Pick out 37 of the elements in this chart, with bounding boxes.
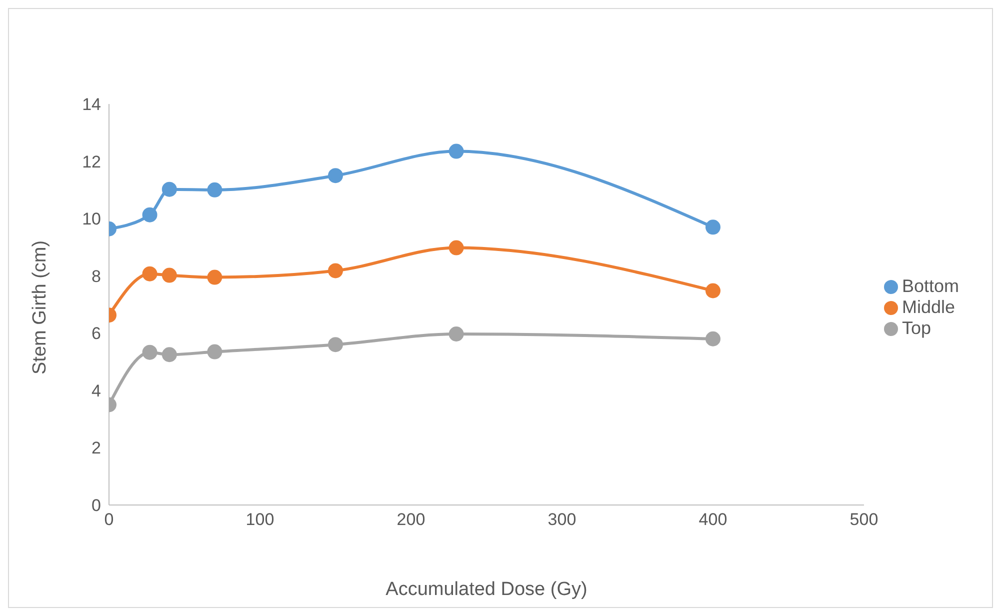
point <box>142 344 158 360</box>
point <box>207 270 222 285</box>
point <box>162 268 177 283</box>
x-axis-title: Accumulated Dose (Gy) <box>386 579 588 600</box>
x-tick-label: 300 <box>548 510 576 530</box>
y-tick-label: 10 <box>82 210 101 229</box>
y-tick-label: 8 <box>92 266 101 286</box>
y-tick-label: 12 <box>82 152 101 172</box>
point <box>448 240 464 256</box>
y-tick-label: 0 <box>92 496 101 516</box>
legend-label: Bottom <box>902 276 959 296</box>
y-tick-label: 6 <box>92 324 101 344</box>
point <box>142 207 158 222</box>
x-tick-label: 500 <box>850 510 878 530</box>
point <box>207 182 222 198</box>
point <box>328 337 343 352</box>
point <box>448 326 464 342</box>
point <box>142 266 158 282</box>
legend-label: Middle <box>902 296 955 316</box>
x-tick-label: 400 <box>698 510 728 530</box>
point <box>705 331 720 346</box>
point <box>448 144 464 159</box>
point <box>162 347 177 362</box>
y-tick-label: 2 <box>92 438 101 458</box>
x-tick-label: 200 <box>396 510 426 530</box>
point <box>328 263 343 278</box>
y-tick-label: 4 <box>92 381 101 400</box>
y-tick-label: 14 <box>82 95 101 114</box>
x-tick-label: 100 <box>246 510 274 530</box>
point <box>328 168 343 184</box>
point <box>705 220 720 235</box>
point <box>162 182 177 197</box>
y-axis-title: Stem Girth (cm) <box>30 240 51 374</box>
legend-label: Top <box>902 318 931 338</box>
point <box>705 283 720 298</box>
point <box>207 344 222 360</box>
x-tick-label: 0 <box>104 510 114 530</box>
